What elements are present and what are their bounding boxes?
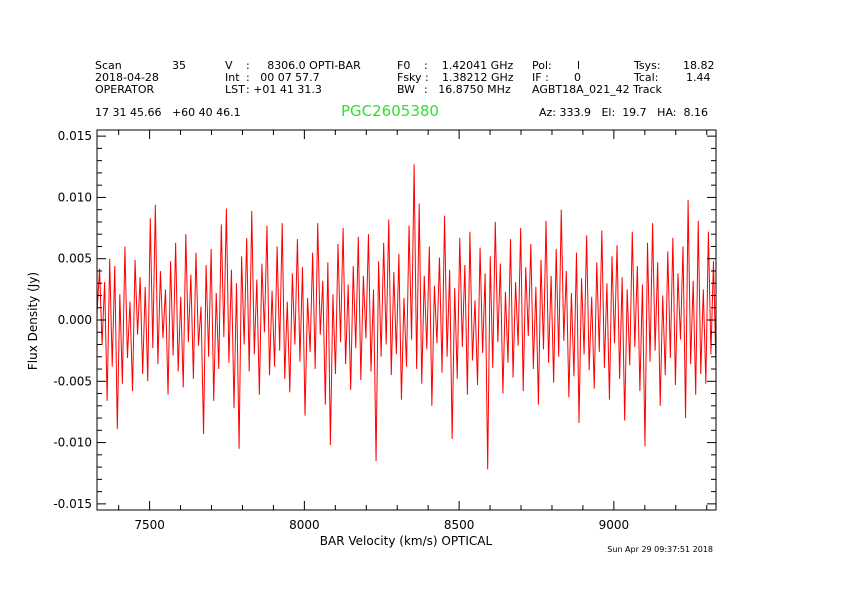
- y-tick-label: -0.010: [53, 436, 92, 450]
- header-if-label: IF :: [532, 71, 549, 84]
- tick-layer: 7500 8000 8500 9000 -0.015 -0.010 -0.005 0.000 0…: [53, 129, 716, 532]
- header-int-value: : 00 07 57.7: [246, 71, 320, 84]
- x-tick-label: 8500: [444, 518, 475, 532]
- y-tick-label: 0.015: [58, 129, 92, 143]
- header-tcal-value: 1.44: [686, 71, 711, 84]
- flux-density-trace: [96, 164, 717, 470]
- header-scan-label: Scan: [95, 59, 122, 72]
- header-pointing: Az: 333.9 El: 19.7 HA: 8.16: [539, 106, 708, 119]
- header-bw-value: : 16.8750 MHz: [424, 83, 511, 96]
- x-axis-label: BAR Velocity (km/s) OPTICAL: [320, 534, 493, 548]
- header-tsys-label: Tsys:: [634, 59, 661, 72]
- header-lst-label: LST: [225, 83, 245, 96]
- header-scan-value: 35: [172, 59, 186, 72]
- header-lst-value: : +01 41 31.3: [246, 83, 322, 96]
- x-tick-label: 7500: [134, 518, 165, 532]
- source-name: PGC2605380: [341, 102, 439, 120]
- header-tcal-label: Tcal:: [634, 71, 659, 84]
- header-pol-label: Pol:: [532, 59, 552, 72]
- header-date: 2018-04-28: [95, 71, 159, 84]
- x-tick-label: 9000: [599, 518, 630, 532]
- header-project: AGBT18A_021_42 Track: [532, 83, 662, 96]
- y-tick-label: 0.005: [58, 252, 92, 266]
- header-fsky-label: Fsky :: [397, 71, 429, 84]
- x-tick-label: 8000: [289, 518, 320, 532]
- y-tick-label: -0.015: [53, 497, 92, 511]
- y-tick-label: -0.005: [53, 374, 92, 388]
- header-fsky-value: 1.38212 GHz: [442, 71, 514, 84]
- header-velocity-value: : 8306.0 OPTI-BAR: [246, 59, 361, 72]
- header-f0-label: F0: [397, 59, 411, 72]
- y-tick-label: 0.010: [58, 190, 92, 204]
- header-operator: OPERATOR: [95, 83, 155, 96]
- timestamp: Sun Apr 29 09:37:51 2018: [607, 545, 713, 554]
- header-f0-value: : 1.42041 GHz: [424, 59, 514, 72]
- header-tsys-value: 18.82: [683, 59, 715, 72]
- header-int-label: Int: [225, 71, 240, 84]
- header-pol-value: l: [577, 59, 581, 72]
- header-bw-label: BW: [397, 83, 416, 96]
- trace-layer: [96, 164, 717, 470]
- y-axis-label: Flux Density (Jy): [26, 272, 40, 370]
- header-velocity-label: V: [225, 59, 233, 72]
- header-if-value: 0: [574, 71, 581, 84]
- header-coordinates: 17 31 45.66 +60 40 46.1: [95, 106, 241, 119]
- y-tick-label: 0.000: [58, 313, 92, 327]
